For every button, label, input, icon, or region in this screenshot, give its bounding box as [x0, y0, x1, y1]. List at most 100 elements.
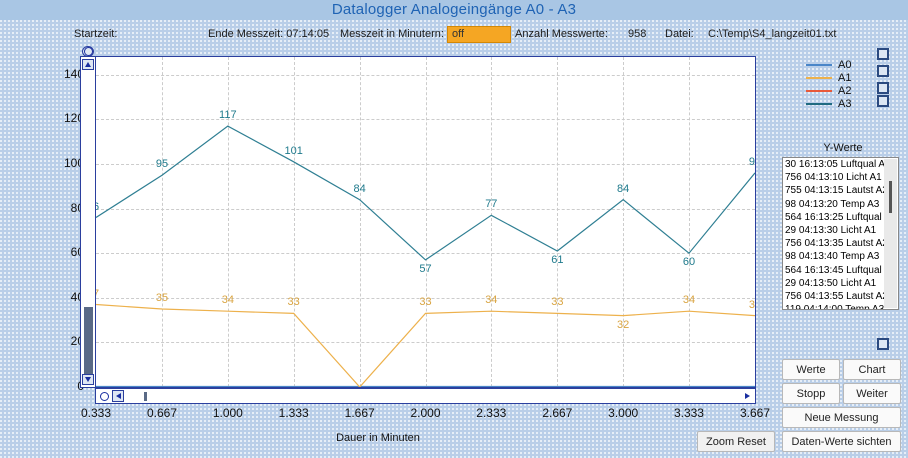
ywerte-list[interactable]: 30 16:13:05 Luftqual A0 756 04:13:10 Lich…: [782, 157, 899, 310]
ywerte-row[interactable]: 564 16:13:25 Luftqual A0: [785, 211, 897, 223]
grid-line-vertical: [557, 57, 559, 387]
ywerte-row[interactable]: 119 04:14:00 Temp A3: [785, 304, 885, 310]
y-axis-tick-label: 140: [63, 66, 84, 81]
checkbox-a1[interactable]: [877, 65, 889, 77]
y-axis-tick-label: 60: [70, 245, 84, 260]
x-axis-tick-label: 2.000: [410, 406, 441, 420]
y-axis-tick-label: 40: [70, 289, 84, 304]
grid-line-vertical: [359, 57, 361, 387]
grid-line-vertical: [425, 57, 427, 387]
legend-item-a3: A3: [806, 97, 868, 110]
horizontal-scroll-thumb[interactable]: [144, 392, 147, 401]
legend-label: A2: [838, 84, 852, 97]
checkbox-a0[interactable]: [877, 48, 889, 60]
scroll-down-button[interactable]: [82, 374, 94, 385]
anzahl-messwerte-value: 958: [628, 28, 647, 40]
data-point-label: 33: [551, 296, 564, 309]
chart-vertical-scrollbar[interactable]: [80, 46, 96, 388]
legend-label: A0: [838, 58, 852, 71]
chart-plot-area[interactable]: 7 35 34 33 33 34 33 32 34 32 6 95 117 101 84 57 77 61 84 60…: [95, 56, 756, 388]
neue-messung-button[interactable]: Neue Messung: [782, 407, 901, 428]
messzeit-field[interactable]: off: [447, 26, 511, 43]
ywerte-row[interactable]: 29 04:13:30 Licht A1: [785, 225, 877, 237]
grid-line-vertical: [623, 57, 625, 387]
scroll-left-button[interactable]: [112, 390, 124, 402]
data-point-label: 6: [96, 201, 99, 213]
ywerte-row[interactable]: 756 04:13:55 Lautst A2: [785, 291, 888, 303]
legend-swatch-a0: [806, 63, 832, 66]
ywerte-row[interactable]: 564 16:13:45 Luftqual A0: [785, 264, 897, 276]
daten-werte-sichten-button[interactable]: Daten-Werte sichten: [782, 431, 901, 452]
scroll-up-button[interactable]: [82, 59, 94, 70]
data-point-label: 84: [617, 182, 630, 195]
grid-line-vertical: [162, 57, 164, 387]
data-point-label: 32: [617, 318, 630, 331]
y-axis-tick-label: 0: [44, 379, 84, 393]
ywerte-row[interactable]: 30 16:13:05 Luftqual A0: [785, 159, 891, 170]
data-point-label: 34: [485, 294, 498, 307]
legend-swatch-a3: [806, 102, 832, 105]
page-title: Datalogger Analogeingänge A0 - A3: [331, 1, 577, 18]
legend-item-a2: A2: [806, 84, 868, 97]
y-axis-tick-label: 100: [63, 156, 84, 171]
y-axis-tick-label: 80: [70, 200, 84, 215]
legend-item-a1: A1: [806, 71, 868, 84]
vertical-scroll-thumb[interactable]: [84, 307, 93, 379]
scroll-right-button[interactable]: [741, 390, 753, 402]
zoom-x-icon[interactable]: [98, 390, 110, 402]
checkbox-a3[interactable]: [877, 95, 889, 107]
y-axis-tick-label: 20: [70, 334, 84, 349]
chart-button[interactable]: Chart: [843, 359, 901, 380]
y-axis-tick-label: 120: [63, 111, 84, 126]
ywerte-row[interactable]: 98 04:13:40 Temp A3: [785, 251, 880, 263]
data-point-label: 84: [353, 182, 366, 195]
startzeit-label: Startzeit:: [74, 28, 118, 40]
weiter-button[interactable]: Weiter: [843, 383, 901, 404]
stopp-button[interactable]: Stopp: [782, 383, 840, 404]
data-point-label: 96: [748, 155, 755, 168]
ywerte-scrollbar[interactable]: [884, 159, 897, 308]
zoom-reset-button[interactable]: Zoom Reset: [697, 431, 775, 452]
data-point-label: 57: [419, 262, 432, 275]
legend-label: A1: [838, 71, 852, 84]
data-point-label: 101: [284, 144, 303, 157]
datei-label: Datei:: [665, 28, 694, 40]
ywerte-row[interactable]: 755 04:13:15 Lautst A2: [785, 185, 888, 197]
ywerte-row[interactable]: 29 04:13:50 Licht A1: [785, 277, 877, 289]
chart-canvas: 7 35 34 33 33 34 33 32 34 32 6 95 117 101 84 57 77 61 84 60…: [96, 57, 755, 387]
data-point-label: 77: [485, 198, 498, 211]
x-axis-tick-label: 0.667: [147, 406, 178, 420]
zoom-y-icon[interactable]: [82, 46, 94, 57]
messzeit-label: Messzeit in Minutern:: [340, 28, 444, 40]
grid-line-vertical: [491, 57, 493, 387]
ywerte-row[interactable]: 756 04:13:35 Lautst A2: [785, 238, 888, 250]
series-line-a3: [96, 125, 755, 261]
x-axis-tick-label: 2.667: [542, 406, 573, 420]
chart-horizontal-scrollbar[interactable]: [95, 388, 756, 404]
ywerte-scroll-thumb[interactable]: [889, 181, 892, 213]
x-axis-title: Dauer in Minuten: [336, 432, 420, 444]
data-point-label: 34: [221, 294, 234, 307]
datei-value: C:\Temp\S4_langzeit01.txt: [708, 28, 837, 40]
ende-messzeit-label: Ende Messzeit: 07:14:05: [208, 28, 330, 40]
x-axis-tick-label: 3.333: [673, 406, 704, 420]
chart-series-group: [96, 125, 755, 387]
grid-line-vertical: [293, 57, 295, 387]
data-point-label: 32: [748, 298, 755, 311]
chart-legend: A0 A1 A2 A3: [806, 58, 868, 110]
data-point-label: 34: [682, 294, 696, 307]
x-axis-tick-label: 1.667: [344, 406, 375, 420]
data-point-label: 33: [419, 296, 432, 309]
data-point-label: 7: [96, 288, 99, 300]
legend-label: A3: [838, 97, 852, 110]
werte-button[interactable]: Werte: [782, 359, 840, 380]
x-axis-tick-label: 1.333: [278, 406, 309, 420]
anzahl-messwerte-label: Anzahl Messwerte:: [515, 28, 608, 40]
x-axis-tick-label: 1.000: [212, 406, 243, 420]
ywerte-row[interactable]: 756 04:13:10 Licht A1: [785, 172, 882, 184]
checkbox-extra[interactable]: [877, 338, 889, 350]
data-point-label: 33: [287, 296, 300, 309]
ywerte-row[interactable]: 98 04:13:20 Temp A3: [785, 198, 880, 210]
checkbox-a2[interactable]: [877, 82, 889, 94]
